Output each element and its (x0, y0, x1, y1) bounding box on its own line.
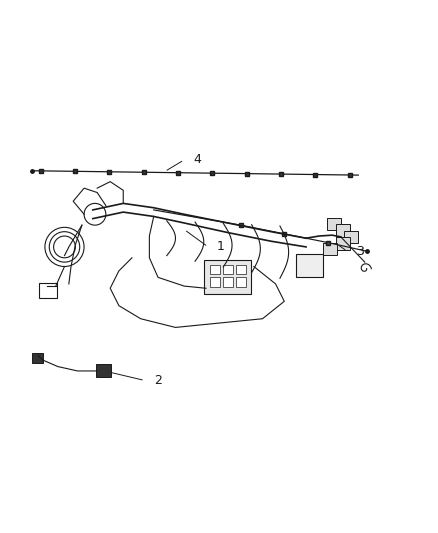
FancyBboxPatch shape (210, 265, 220, 274)
Text: 3: 3 (356, 245, 364, 258)
FancyBboxPatch shape (336, 224, 350, 237)
FancyBboxPatch shape (336, 237, 350, 250)
FancyBboxPatch shape (344, 231, 358, 244)
FancyBboxPatch shape (39, 282, 57, 298)
FancyBboxPatch shape (223, 265, 233, 274)
FancyBboxPatch shape (236, 265, 247, 274)
Text: 2: 2 (154, 374, 162, 387)
FancyBboxPatch shape (96, 364, 111, 377)
FancyBboxPatch shape (210, 277, 220, 287)
FancyBboxPatch shape (236, 277, 247, 287)
FancyBboxPatch shape (32, 353, 43, 363)
Text: 1: 1 (217, 240, 225, 253)
FancyBboxPatch shape (322, 243, 336, 255)
Text: 4: 4 (193, 154, 201, 166)
FancyBboxPatch shape (327, 218, 341, 230)
FancyBboxPatch shape (223, 277, 233, 287)
FancyBboxPatch shape (296, 254, 322, 277)
FancyBboxPatch shape (204, 261, 251, 294)
